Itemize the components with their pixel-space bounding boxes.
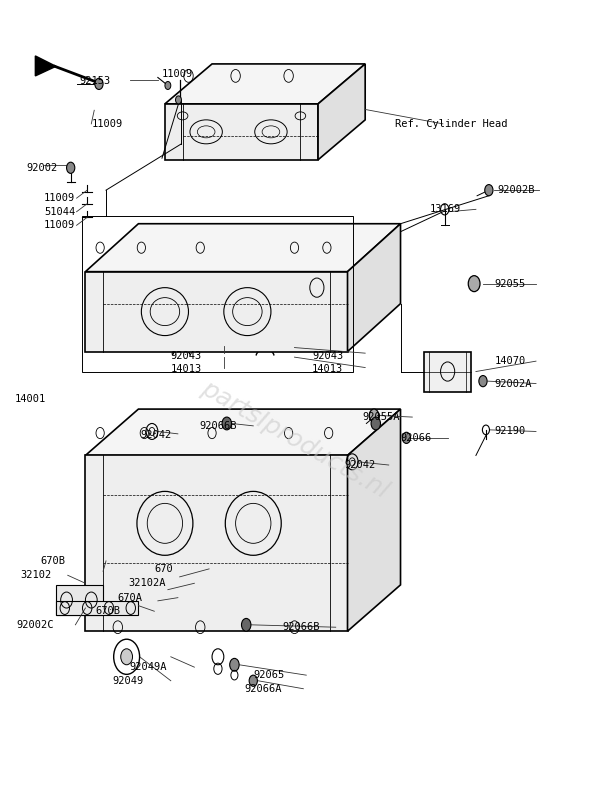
- Text: Ref. Cylinder Head: Ref. Cylinder Head: [395, 119, 507, 129]
- Text: 92190: 92190: [495, 427, 526, 436]
- Text: 14001: 14001: [15, 395, 46, 404]
- Text: 92042: 92042: [345, 460, 376, 470]
- Polygon shape: [85, 272, 348, 352]
- Text: 92002C: 92002C: [16, 620, 54, 630]
- Text: 13169: 13169: [430, 205, 461, 214]
- Text: 92043: 92043: [171, 351, 202, 360]
- Text: 92066: 92066: [401, 433, 432, 443]
- Circle shape: [230, 658, 239, 671]
- Circle shape: [371, 417, 380, 430]
- Polygon shape: [165, 104, 318, 160]
- Text: 11009: 11009: [44, 221, 75, 230]
- Circle shape: [479, 376, 487, 387]
- Text: 92049A: 92049A: [130, 662, 167, 672]
- Text: 92066B: 92066B: [199, 421, 237, 431]
- Text: 92066B: 92066B: [283, 622, 320, 632]
- Circle shape: [249, 675, 257, 686]
- Polygon shape: [56, 585, 103, 615]
- Circle shape: [241, 618, 251, 631]
- Text: 92055: 92055: [495, 279, 526, 288]
- Text: 14070: 14070: [495, 356, 526, 366]
- Text: 670B: 670B: [40, 556, 65, 566]
- Polygon shape: [165, 64, 365, 104]
- Text: 670: 670: [154, 564, 173, 574]
- Text: 92043: 92043: [312, 351, 343, 360]
- Circle shape: [121, 649, 133, 665]
- Text: 32102A: 32102A: [128, 578, 166, 588]
- Text: 92002: 92002: [27, 163, 58, 173]
- Text: 92042: 92042: [140, 430, 171, 439]
- Circle shape: [222, 417, 231, 430]
- Circle shape: [67, 162, 75, 173]
- Text: 92002A: 92002A: [495, 379, 532, 388]
- Text: partsIproducts.nl: partsIproducts.nl: [197, 376, 392, 503]
- Text: 92153: 92153: [80, 77, 111, 86]
- Text: 670B: 670B: [95, 606, 120, 616]
- Text: 14013: 14013: [171, 364, 202, 374]
- Text: 92002B: 92002B: [498, 185, 535, 195]
- Circle shape: [369, 409, 379, 422]
- Polygon shape: [424, 352, 471, 392]
- Polygon shape: [85, 455, 348, 631]
- Circle shape: [176, 96, 181, 104]
- Text: 92055A: 92055A: [362, 412, 400, 422]
- Polygon shape: [348, 224, 401, 352]
- Circle shape: [402, 432, 411, 443]
- Polygon shape: [35, 56, 56, 76]
- Text: 92049: 92049: [112, 676, 143, 686]
- Polygon shape: [85, 224, 401, 272]
- Circle shape: [468, 276, 480, 292]
- Text: 92065: 92065: [253, 670, 284, 680]
- Circle shape: [165, 81, 171, 89]
- Text: 32102: 32102: [21, 570, 52, 580]
- Text: 11009: 11009: [162, 69, 193, 78]
- Circle shape: [95, 78, 103, 89]
- Circle shape: [485, 185, 493, 196]
- Text: 11009: 11009: [91, 119, 123, 129]
- Polygon shape: [85, 409, 401, 455]
- Text: 51044: 51044: [44, 207, 75, 217]
- Polygon shape: [318, 64, 365, 160]
- Bar: [82, 216, 353, 372]
- Text: 92066A: 92066A: [244, 684, 282, 694]
- Polygon shape: [56, 601, 138, 615]
- Text: 14013: 14013: [312, 364, 343, 374]
- Text: 11009: 11009: [44, 193, 75, 203]
- Polygon shape: [348, 409, 401, 631]
- Text: 670A: 670A: [118, 593, 143, 602]
